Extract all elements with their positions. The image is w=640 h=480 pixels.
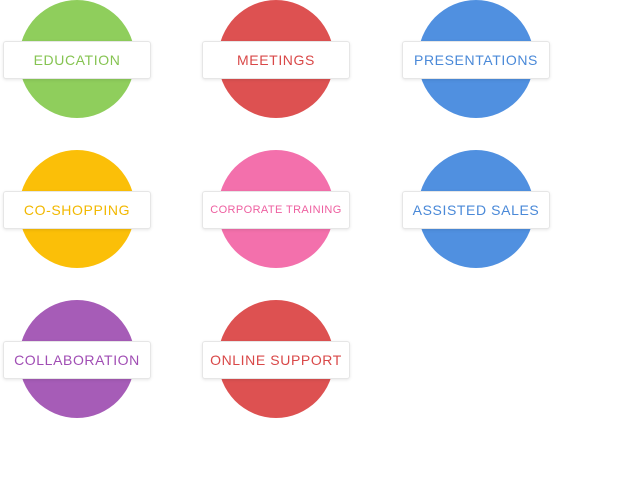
presentations-button[interactable]: PRESENTATIONS <box>402 41 550 79</box>
online-support-button[interactable]: ONLINE SUPPORT <box>202 341 350 379</box>
tile-presentations[interactable]: PRESENTATIONS <box>402 0 550 120</box>
tile-corporate-training[interactable]: CORPORATE TRAINING <box>202 150 350 270</box>
meetings-button[interactable]: MEETINGS <box>202 41 350 79</box>
tile-online-support[interactable]: ONLINE SUPPORT <box>202 300 350 420</box>
tile-education[interactable]: EDUCATION <box>3 0 151 120</box>
education-button[interactable]: EDUCATION <box>3 41 151 79</box>
tile-co-shopping[interactable]: CO-SHOPPING <box>3 150 151 270</box>
corporate-training-button[interactable]: CORPORATE TRAINING <box>202 191 350 229</box>
tile-meetings[interactable]: MEETINGS <box>202 0 350 120</box>
tile-collaboration[interactable]: COLLABORATION <box>3 300 151 420</box>
co-shopping-button[interactable]: CO-SHOPPING <box>3 191 151 229</box>
tile-assisted-sales[interactable]: ASSISTED SALES <box>402 150 550 270</box>
assisted-sales-button[interactable]: ASSISTED SALES <box>402 191 550 229</box>
collaboration-button[interactable]: COLLABORATION <box>3 341 151 379</box>
